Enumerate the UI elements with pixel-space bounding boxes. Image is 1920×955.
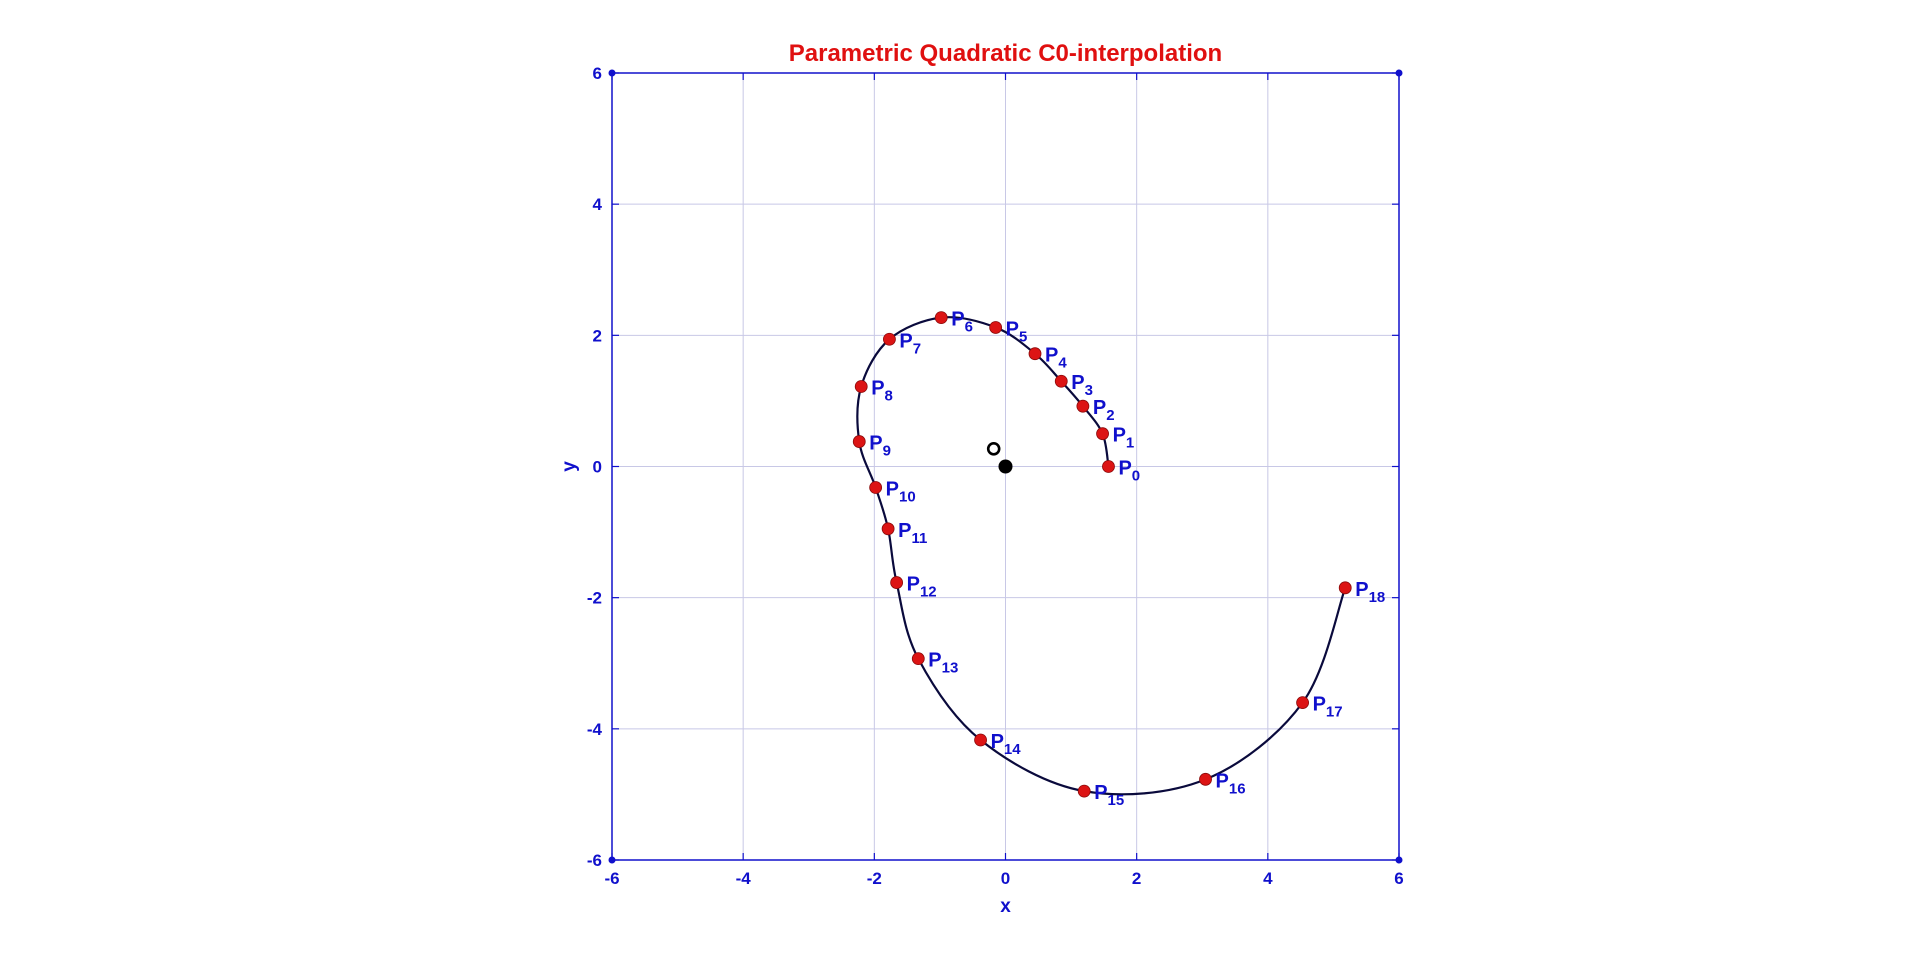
point-marker-p6	[934, 311, 948, 325]
point-marker-p1	[1096, 427, 1109, 441]
point-marker-p15	[1077, 784, 1091, 798]
point-label-p13: P13	[928, 650, 958, 677]
y-tick-label: 2	[593, 326, 602, 345]
x-tick-label: 4	[1263, 869, 1273, 888]
x-axis-label: x	[1000, 896, 1011, 917]
point-marker-p0	[1102, 460, 1115, 473]
point-label-p0: P0	[1118, 458, 1140, 485]
point-label-p17: P17	[1313, 694, 1343, 721]
point-label-p9: P9	[869, 433, 891, 460]
origin-dot	[998, 459, 1013, 474]
point-label-p11: P11	[898, 520, 927, 547]
y-tick-label: 6	[593, 64, 602, 83]
y-tick-label: -4	[587, 720, 603, 739]
point-marker-p9	[852, 435, 866, 448]
interpolation-curve	[856, 316, 1347, 796]
x-tick-label: 0	[1001, 869, 1010, 888]
point-label-p15: P15	[1094, 782, 1124, 809]
y-tick-label: 0	[593, 458, 602, 477]
x-tick-label: 2	[1132, 869, 1141, 888]
point-marker-p16	[1199, 772, 1212, 786]
point-label-p10: P10	[886, 478, 916, 505]
point-label-p8: P8	[871, 377, 893, 404]
origin-markers	[986, 441, 1013, 474]
point-label-p6: P6	[951, 309, 973, 336]
point-marker-p12	[890, 576, 904, 589]
y-tick-label: -6	[587, 851, 602, 870]
point-marker-p8	[854, 380, 868, 393]
point-marker-p5	[989, 321, 1003, 334]
point-label-p7: P7	[899, 330, 921, 357]
grid	[612, 73, 1399, 860]
point-marker-p3	[1054, 374, 1068, 388]
point-label-p2: P2	[1093, 397, 1115, 424]
point-label-p5: P5	[1006, 318, 1028, 345]
x-tick-label: -4	[736, 869, 752, 888]
y-axis-label: y	[559, 461, 580, 472]
point-label-p12: P12	[907, 574, 937, 601]
point-marker-p4	[1028, 347, 1042, 361]
axis-ticks: -6 -4 -2 0 2 4 6 -6 -4 -2 0 2 4 6	[587, 64, 1404, 888]
point-label-p16: P16	[1216, 770, 1246, 797]
point-marker-p14	[974, 733, 987, 747]
point-label-p18: P18	[1355, 579, 1385, 606]
point-marker-p7	[883, 332, 896, 346]
point-marker-p11	[881, 522, 895, 536]
point-marker-p18	[1338, 581, 1352, 595]
point-marker-p10	[869, 481, 883, 494]
point-label-p14: P14	[991, 731, 1022, 758]
point-marker-p13	[911, 652, 925, 666]
hollow-marker	[986, 441, 1001, 456]
y-tick-label: -2	[587, 589, 602, 608]
x-tick-label: -2	[867, 869, 882, 888]
x-tick-label: -6	[604, 869, 619, 888]
point-label-p3: P3	[1071, 372, 1093, 399]
point-marker-p17	[1296, 696, 1309, 709]
y-tick-label: 4	[593, 195, 603, 214]
chart-title: Parametric Quadratic C0-interpolation	[789, 40, 1222, 67]
point-marker-p2	[1076, 399, 1090, 413]
point-label-p1: P1	[1113, 425, 1135, 452]
point-label-p4: P4	[1045, 345, 1067, 372]
x-tick-label: 6	[1394, 869, 1403, 888]
